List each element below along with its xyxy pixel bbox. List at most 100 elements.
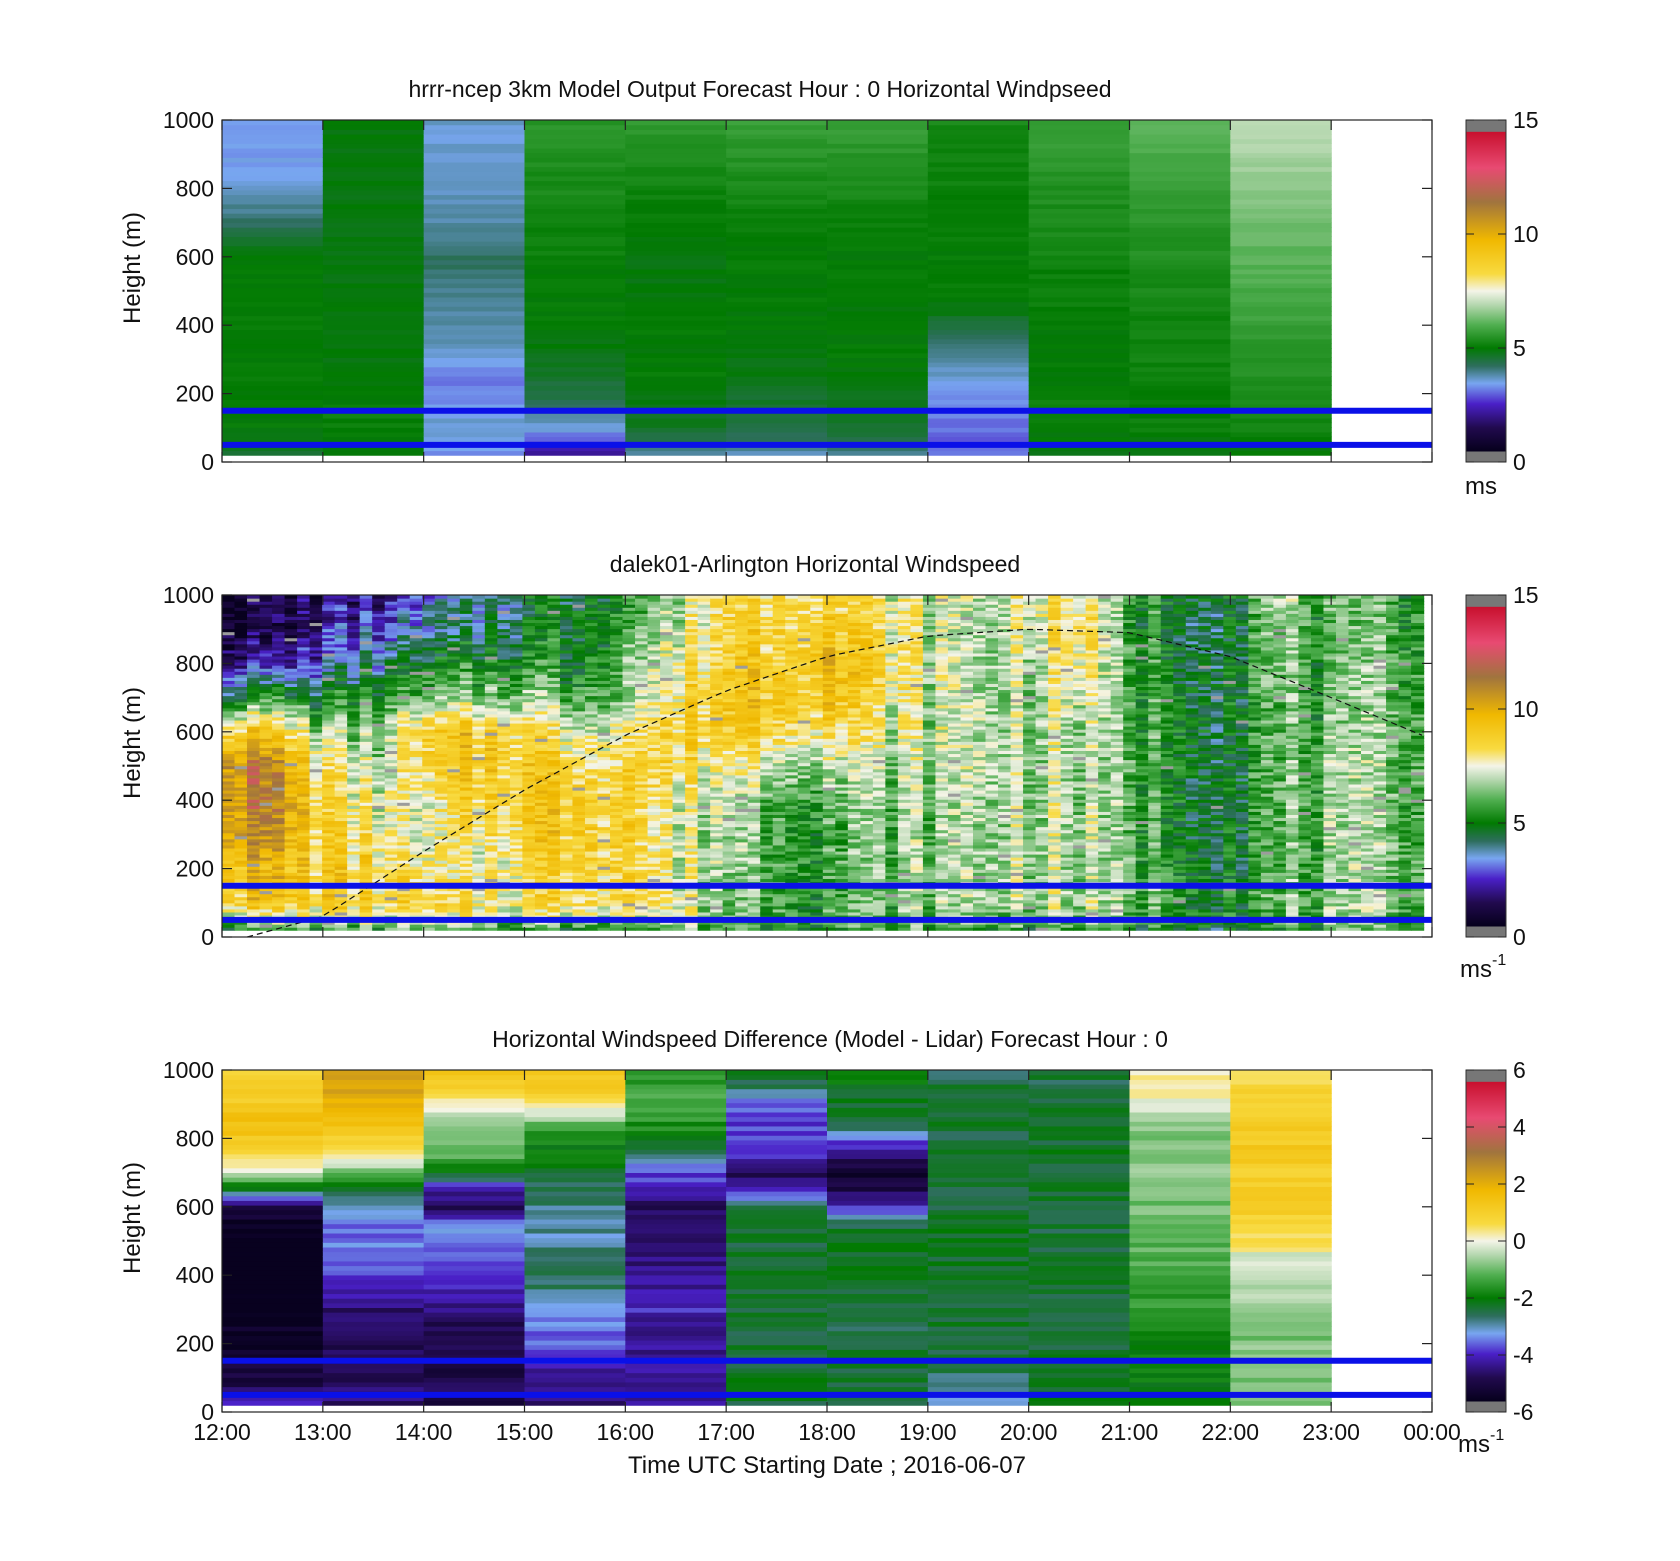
heatmap-cell: [372, 780, 386, 785]
heatmap-cell: [610, 683, 624, 688]
heatmap-cell: [647, 646, 661, 651]
heatmap-cell: [447, 689, 461, 694]
heatmap-cell: [484, 841, 498, 846]
heatmap-cell: [259, 765, 273, 770]
heatmap-cell: [685, 790, 699, 794]
heatmap-cell: [259, 701, 273, 706]
heatmap-cell: [459, 716, 473, 721]
heatmap-cell: [334, 786, 348, 791]
heatmap-cell: [726, 133, 828, 140]
heatmap-cell: [322, 147, 425, 154]
heatmap-cell: [524, 389, 626, 396]
heatmap-cell: [524, 129, 626, 135]
heatmap-cell: [685, 756, 699, 761]
heatmap-cell: [672, 625, 686, 630]
heatmap-cell: [234, 716, 248, 721]
heatmap-cell: [472, 790, 486, 794]
heatmap-cell: [247, 774, 261, 779]
heatmap-cell: [660, 668, 674, 672]
heatmap-cell: [559, 738, 574, 742]
heatmap-cell: [359, 756, 373, 761]
heatmap-cell: [472, 735, 486, 739]
heatmap-cell: [222, 695, 236, 700]
heatmap-cell: [572, 716, 586, 721]
heatmap-cell: [409, 911, 423, 916]
heatmap-cell: [625, 301, 727, 307]
heatmap-cell: [222, 832, 236, 837]
heatmap-cell: [384, 841, 398, 846]
heatmap-cell: [434, 613, 448, 617]
heatmap-cell: [584, 847, 599, 852]
heatmap-cell: [222, 213, 324, 219]
heatmap-cell: [660, 762, 674, 767]
heatmap-cell: [447, 674, 461, 678]
heatmap-cell: [359, 671, 373, 675]
heatmap-cell: [584, 680, 599, 684]
heatmap-cell: [660, 802, 674, 806]
heatmap-cell: [284, 777, 298, 782]
heatmap-cell: [827, 199, 929, 205]
heatmap-cell: [372, 634, 386, 639]
heatmap-cell: [247, 768, 261, 773]
heatmap-cell: [597, 732, 611, 736]
heatmap-cell: [534, 866, 549, 870]
heatmap-cell: [322, 832, 336, 837]
heatmap-cell: [434, 914, 448, 919]
heatmap-cell: [524, 185, 626, 191]
heatmap-cell: [610, 924, 624, 928]
heatmap-cell: [610, 671, 624, 675]
heatmap-cell: [422, 875, 436, 879]
heatmap-cell: [610, 649, 624, 654]
heatmap-cell: [524, 362, 626, 368]
heatmap-cell: [459, 811, 473, 815]
heatmap-cell: [347, 796, 361, 800]
heatmap-cell: [322, 908, 336, 913]
heatmap-cell: [622, 838, 636, 843]
heatmap-cell: [247, 719, 261, 724]
heatmap-cell: [222, 857, 236, 861]
heatmap-cell: [1129, 301, 1231, 307]
heatmap-cell: [447, 799, 461, 803]
heatmap-cell: [622, 643, 636, 648]
heatmap-cell: [359, 665, 373, 669]
heatmap-cell: [534, 607, 549, 611]
heatmap-cell: [927, 245, 1030, 251]
heatmap-cell: [322, 665, 336, 669]
heatmap-cell: [447, 786, 461, 791]
heatmap-cell: [660, 850, 674, 855]
heatmap-cell: [685, 735, 699, 739]
heatmap-cell: [672, 860, 686, 864]
heatmap-cell: [1129, 306, 1231, 312]
heatmap-cell: [625, 431, 727, 438]
heatmap-cell: [272, 710, 286, 715]
heatmap-cell: [222, 905, 236, 910]
heatmap-cell: [422, 710, 436, 715]
heatmap-cell: [297, 905, 311, 910]
heatmap-cell: [422, 817, 436, 822]
heatmap-cell: [597, 640, 611, 645]
heatmap-cell: [422, 652, 436, 657]
heatmap-cell: [247, 826, 261, 831]
heatmap-cell: [384, 765, 398, 770]
heatmap-cell: [597, 686, 611, 691]
heatmap-cell: [334, 802, 348, 806]
heatmap-cell: [660, 914, 674, 919]
heatmap-cell: [297, 759, 311, 764]
heatmap-cell: [322, 338, 425, 345]
heatmap-cell: [447, 832, 461, 837]
heatmap-cell: [222, 692, 236, 697]
heatmap-cell: [622, 729, 636, 733]
heatmap-cell: [1129, 450, 1231, 456]
heatmap-cell: [547, 665, 561, 669]
heatmap-cell: [622, 902, 636, 907]
heatmap-cell: [534, 875, 549, 879]
heatmap-cell: [726, 348, 828, 354]
heatmap-cell: [472, 835, 486, 840]
heatmap-cell: [647, 680, 661, 684]
heatmap-cell: [259, 707, 273, 712]
heatmap-cell: [309, 817, 323, 822]
heatmap-cell: [927, 427, 1030, 433]
heatmap-cell: [397, 927, 411, 931]
heatmap-cell: [522, 601, 536, 605]
heatmap-cell: [447, 613, 461, 617]
